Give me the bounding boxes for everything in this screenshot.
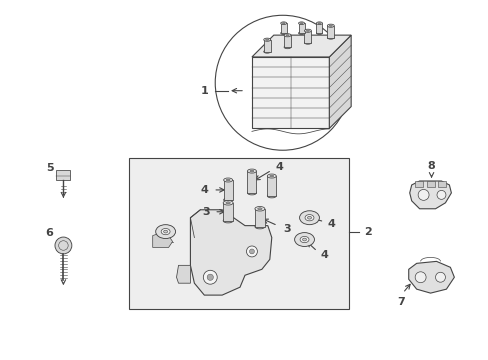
Ellipse shape [298, 22, 304, 24]
Circle shape [414, 272, 425, 283]
Bar [284, 35, 290, 47]
Ellipse shape [263, 50, 270, 53]
Ellipse shape [317, 23, 320, 24]
Text: 7: 7 [396, 297, 404, 307]
Text: 3: 3 [202, 207, 210, 217]
Ellipse shape [249, 170, 253, 172]
Circle shape [203, 270, 217, 284]
Ellipse shape [267, 194, 276, 198]
Ellipse shape [305, 215, 313, 221]
Text: 8: 8 [427, 161, 434, 171]
Bar [267, 176, 276, 196]
Circle shape [55, 237, 72, 254]
Ellipse shape [299, 211, 319, 225]
Ellipse shape [223, 178, 232, 182]
Text: 6: 6 [45, 228, 53, 238]
Bar [254, 209, 264, 227]
Bar [304, 31, 311, 42]
Text: 4: 4 [275, 162, 283, 172]
Circle shape [249, 249, 254, 254]
Bar [426, 181, 434, 187]
Ellipse shape [298, 32, 304, 35]
Bar [247, 171, 256, 193]
Ellipse shape [280, 22, 286, 24]
Text: 4: 4 [200, 185, 208, 195]
Text: 4: 4 [326, 219, 335, 229]
Polygon shape [152, 234, 172, 247]
Text: 1: 1 [200, 86, 208, 96]
Ellipse shape [254, 224, 264, 229]
Bar [251, 57, 328, 129]
Ellipse shape [282, 23, 285, 24]
Bar [316, 23, 322, 33]
Ellipse shape [163, 230, 167, 233]
Ellipse shape [307, 216, 311, 219]
Ellipse shape [280, 32, 286, 35]
Ellipse shape [300, 23, 302, 24]
Ellipse shape [300, 237, 308, 243]
Ellipse shape [285, 35, 288, 36]
Bar [56, 170, 70, 180]
Ellipse shape [155, 225, 175, 239]
Bar [223, 180, 232, 200]
Ellipse shape [294, 233, 314, 247]
Text: 3: 3 [283, 224, 291, 234]
Ellipse shape [326, 36, 334, 39]
Polygon shape [176, 265, 190, 283]
Ellipse shape [284, 34, 290, 37]
Text: 5: 5 [45, 163, 53, 173]
Bar [223, 203, 233, 221]
Bar [326, 26, 334, 37]
Circle shape [207, 274, 213, 280]
Bar [438, 181, 446, 187]
Polygon shape [251, 35, 350, 57]
Ellipse shape [265, 39, 268, 40]
Polygon shape [409, 181, 450, 209]
Ellipse shape [328, 25, 332, 26]
Ellipse shape [247, 169, 256, 173]
Polygon shape [328, 35, 350, 129]
Ellipse shape [304, 29, 311, 32]
Ellipse shape [223, 219, 233, 223]
Bar [129, 158, 348, 309]
Ellipse shape [316, 22, 322, 24]
Ellipse shape [263, 38, 270, 41]
Ellipse shape [247, 191, 256, 195]
Ellipse shape [223, 201, 233, 205]
Text: 2: 2 [364, 226, 371, 237]
Ellipse shape [269, 175, 273, 177]
Circle shape [246, 246, 257, 257]
Circle shape [417, 189, 428, 201]
Ellipse shape [225, 179, 230, 181]
Ellipse shape [161, 229, 170, 235]
Circle shape [436, 190, 445, 199]
Bar [263, 40, 270, 51]
Ellipse shape [223, 198, 232, 202]
Ellipse shape [326, 24, 334, 27]
Ellipse shape [305, 30, 309, 31]
Circle shape [435, 272, 445, 282]
Ellipse shape [225, 202, 230, 204]
Ellipse shape [284, 46, 290, 49]
Ellipse shape [267, 174, 276, 178]
Bar [280, 23, 286, 33]
Bar [298, 23, 304, 33]
Ellipse shape [302, 238, 306, 241]
Ellipse shape [316, 32, 322, 35]
Polygon shape [408, 261, 453, 293]
Ellipse shape [304, 41, 311, 44]
Text: 4: 4 [320, 251, 327, 260]
Bar [414, 181, 422, 187]
Ellipse shape [254, 207, 264, 211]
Ellipse shape [257, 208, 262, 210]
Polygon shape [190, 210, 271, 295]
